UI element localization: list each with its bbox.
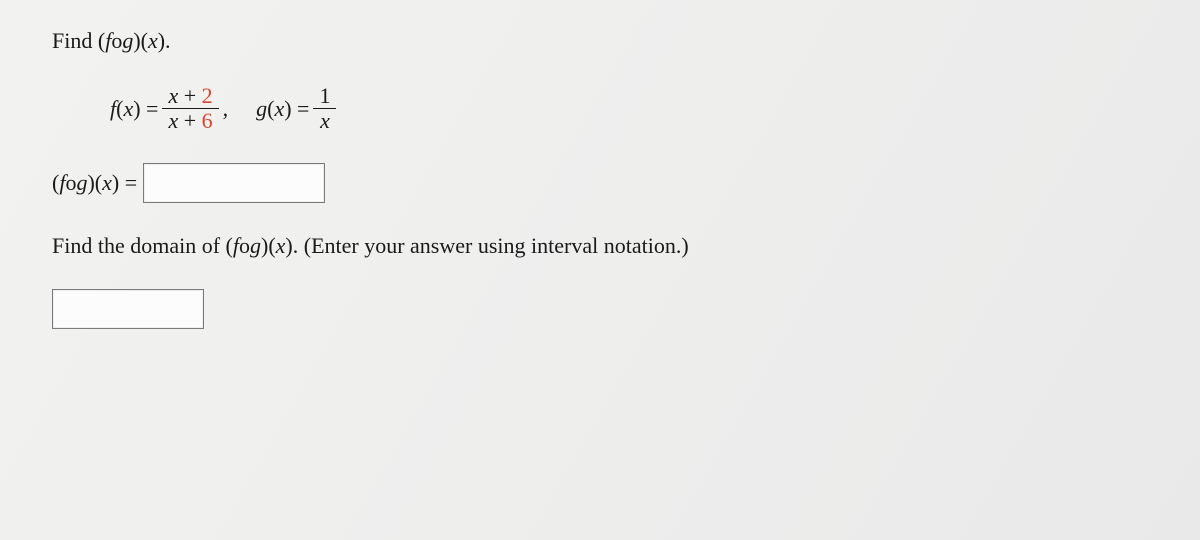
symbol-x: x: [168, 83, 178, 108]
text: ) =: [284, 96, 309, 122]
text: )(: [261, 233, 276, 259]
text: Find the domain of (: [52, 233, 233, 259]
text: (: [52, 170, 59, 196]
fraction-g: 1 x: [313, 84, 336, 133]
numerator: x + 2: [162, 84, 218, 108]
g-label: g: [256, 96, 267, 122]
text: +: [178, 83, 201, 108]
compose-symbol: o: [111, 28, 122, 54]
text: )(: [133, 28, 148, 54]
symbol-x: x: [148, 28, 158, 54]
text: ). (Enter your answer using interval not…: [285, 233, 688, 259]
denominator: x + 6: [162, 109, 218, 133]
prompt-line-1: Find ( f o g )( x ).: [52, 28, 1148, 54]
question-page: Find ( f o g )( x ). f ( x ) = x + 2 x +…: [0, 0, 1200, 540]
symbol-x: x: [102, 170, 112, 196]
text: ) =: [112, 170, 137, 196]
composition-answer-input[interactable]: [143, 163, 325, 203]
text: ).: [158, 28, 171, 54]
text: )(: [87, 170, 102, 196]
answer-line-2: [52, 289, 1148, 329]
compose-symbol: o: [65, 170, 76, 196]
text: Find (: [52, 28, 105, 54]
prompt-line-2: Find the domain of ( f o g )( x ). (Ente…: [52, 233, 1148, 259]
function-definitions: f ( x ) = x + 2 x + 6 , g ( x ) = 1 x: [52, 84, 1148, 133]
numerator: 1: [313, 84, 336, 108]
domain-answer-input[interactable]: [52, 289, 204, 329]
symbol-g: g: [76, 170, 87, 196]
text: +: [178, 108, 201, 133]
denominator: x: [314, 109, 336, 133]
symbol-x: x: [123, 96, 133, 122]
symbol-x: x: [274, 96, 284, 122]
symbol-x: x: [168, 108, 178, 133]
symbol-g: g: [250, 233, 261, 259]
answer-line-1: ( f o g )( x ) =: [52, 163, 1148, 203]
coeff-red: 6: [202, 108, 213, 133]
symbol-g: g: [122, 28, 133, 54]
compose-symbol: o: [239, 233, 250, 259]
text: ) =: [133, 96, 158, 122]
fraction-f: x + 2 x + 6: [162, 84, 218, 133]
symbol-x: x: [276, 233, 286, 259]
coeff-red: 2: [202, 83, 213, 108]
comma: ,: [223, 96, 229, 122]
